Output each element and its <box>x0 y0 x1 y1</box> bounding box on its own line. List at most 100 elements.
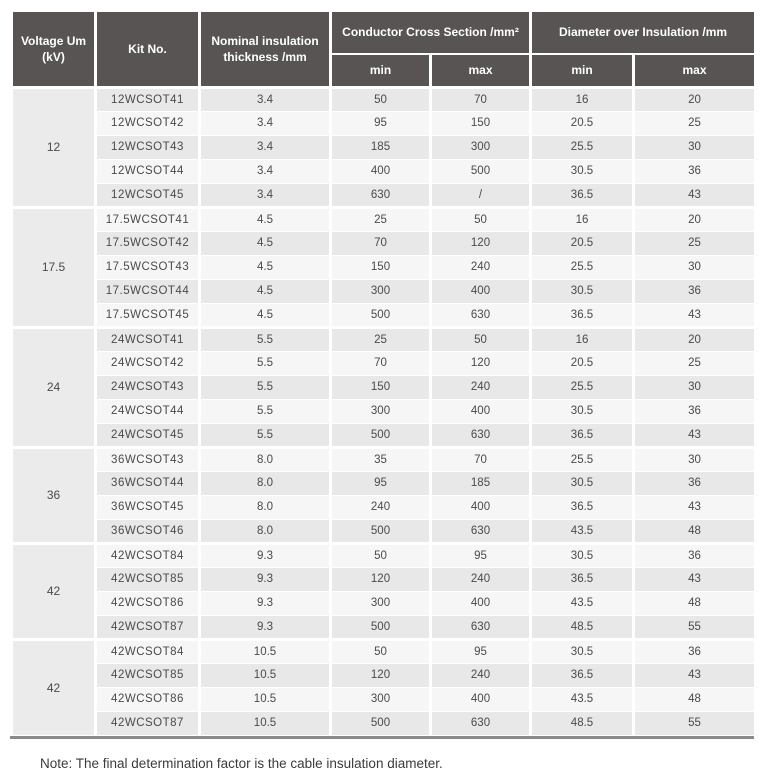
dia-max-cell: 43 <box>631 182 758 208</box>
dia-min-cell: 43.5 <box>529 590 635 616</box>
header-dia-max: max <box>631 53 758 88</box>
termination-kit-spec-table: Voltage Um (kV) Kit No. Nominal insulati… <box>10 10 758 736</box>
voltage-cell: 36 <box>10 445 97 544</box>
dia-max-cell: 43 <box>631 662 758 688</box>
table-row: 12WCSOT43 3.4 185 300 25.5 30 <box>12 134 758 160</box>
thickness-cell: 4.5 <box>198 278 332 304</box>
kit-no-cell: 17.5WCSOT43 <box>94 254 201 280</box>
ccs-min-cell: 500 <box>329 422 432 448</box>
kit-no-cell: 24WCSOT45 <box>94 422 201 448</box>
thickness-cell: 4.5 <box>198 205 332 232</box>
ccs-max-cell: 120 <box>429 350 532 376</box>
thickness-cell: 10.5 <box>198 710 332 736</box>
kit-no-cell: 24WCSOT44 <box>94 398 201 424</box>
thickness-cell: 5.5 <box>198 325 332 352</box>
table-row: 36WCSOT44 8.0 95 185 30.5 36 <box>12 470 758 496</box>
thickness-cell: 9.3 <box>198 614 332 640</box>
ccs-min-cell: 500 <box>329 710 432 736</box>
table-row: 12WCSOT42 3.4 95 150 20.5 25 <box>12 110 758 136</box>
kit-no-cell: 36WCSOT43 <box>94 445 201 472</box>
dia-min-cell: 16 <box>529 205 635 232</box>
ccs-max-cell: 95 <box>429 637 532 664</box>
thickness-cell: 9.3 <box>198 590 332 616</box>
table-row: 42WCSOT86 10.5 300 400 43.5 48 <box>12 686 758 712</box>
table-row: 17.5 17.5WCSOT41 4.5 25 50 16 20 <box>10 205 758 328</box>
table-row: 42WCSOT85 10.5 120 240 36.5 43 <box>12 662 758 688</box>
voltage-cell: 42 <box>10 541 97 640</box>
kit-no-cell: 42WCSOT85 <box>94 662 201 688</box>
table-body: 12 12WCSOT41 3.4 50 70 16 20 12WCSOT42 3.4 95 150 2… <box>10 85 758 736</box>
ccs-min-cell: 120 <box>329 566 432 592</box>
table-row: 42 42WCSOT84 9.3 50 95 30.5 36 <box>10 541 758 640</box>
table-row: 42WCSOT87 9.3 500 630 48.5 55 <box>12 614 758 640</box>
table-row: 36 36WCSOT43 8.0 35 70 25.5 30 <box>10 445 758 544</box>
dia-min-cell: 43.5 <box>529 518 635 544</box>
thickness-cell: 10.5 <box>198 637 332 664</box>
spec-table-container: Voltage Um (kV) Kit No. Nominal insulati… <box>10 10 758 739</box>
kit-no-cell: 42WCSOT84 <box>94 541 201 568</box>
table-row: 24WCSOT43 5.5 150 240 25.5 30 <box>12 374 758 400</box>
dia-max-cell: 36 <box>631 278 758 304</box>
dia-max-cell: 48 <box>631 590 758 616</box>
ccs-min-cell: 25 <box>329 325 432 352</box>
ccs-max-cell: 120 <box>429 230 532 256</box>
dia-max-cell: 43 <box>631 302 758 328</box>
kit-no-cell: 42WCSOT87 <box>94 614 201 640</box>
thickness-cell: 8.0 <box>198 470 332 496</box>
ccs-min-cell: 500 <box>329 614 432 640</box>
dia-min-cell: 36.5 <box>529 662 635 688</box>
dia-max-cell: 20 <box>631 325 758 352</box>
dia-max-cell: 55 <box>631 710 758 736</box>
dia-min-cell: 36.5 <box>529 182 635 208</box>
kit-no-cell: 12WCSOT41 <box>94 85 201 112</box>
dia-min-cell: 30.5 <box>529 470 635 496</box>
ccs-max-cell: 630 <box>429 422 532 448</box>
table-row: 42WCSOT85 9.3 120 240 36.5 43 <box>12 566 758 592</box>
ccs-max-cell: 630 <box>429 302 532 328</box>
dia-max-cell: 36 <box>631 637 758 664</box>
ccs-min-cell: 300 <box>329 398 432 424</box>
voltage-cell: 42 <box>10 637 97 736</box>
dia-max-cell: 25 <box>631 110 758 136</box>
table-row: 12 12WCSOT41 3.4 50 70 16 20 <box>10 85 758 208</box>
header-conductor-cross-section: Conductor Cross Section /mm² <box>329 10 532 55</box>
kit-no-cell: 12WCSOT45 <box>94 182 201 208</box>
header-nominal-thickness: Nominal insulation thickness /mm <box>198 10 332 88</box>
dia-min-cell: 36.5 <box>529 494 635 520</box>
ccs-min-cell: 70 <box>329 350 432 376</box>
kit-no-cell: 24WCSOT43 <box>94 374 201 400</box>
header-diameter-over-insulation: Diameter over Insulation /mm <box>528 10 758 55</box>
dia-max-cell: 30 <box>631 134 758 160</box>
ccs-min-cell: 300 <box>329 590 432 616</box>
thickness-cell: 5.5 <box>198 398 332 424</box>
ccs-max-cell: 240 <box>429 566 532 592</box>
kit-no-cell: 12WCSOT44 <box>94 158 201 184</box>
dia-min-cell: 30.5 <box>529 158 635 184</box>
dia-min-cell: 16 <box>529 325 635 352</box>
dia-max-cell: 36 <box>631 541 758 568</box>
dia-max-cell: 36 <box>631 470 758 496</box>
table-row: 36WCSOT45 8.0 240 400 36.5 43 <box>12 494 758 520</box>
thickness-cell: 9.3 <box>198 566 332 592</box>
thickness-cell: 4.5 <box>198 254 332 280</box>
ccs-min-cell: 95 <box>329 110 432 136</box>
table-row: 17.5WCSOT42 4.5 70 120 20.5 25 <box>12 230 758 256</box>
header-dia-min: min <box>529 53 635 88</box>
ccs-max-cell: 400 <box>429 686 532 712</box>
kit-no-cell: 24WCSOT41 <box>94 325 201 352</box>
ccs-max-cell: 630 <box>429 710 532 736</box>
dia-max-cell: 20 <box>631 205 758 232</box>
table-row: 42WCSOT86 9.3 300 400 43.5 48 <box>12 590 758 616</box>
kit-no-cell: 17.5WCSOT45 <box>94 302 201 328</box>
dia-min-cell: 30.5 <box>529 398 635 424</box>
dia-max-cell: 30 <box>631 254 758 280</box>
ccs-min-cell: 500 <box>329 302 432 328</box>
ccs-min-cell: 50 <box>329 541 432 568</box>
ccs-min-cell: 120 <box>329 662 432 688</box>
dia-max-cell: 30 <box>631 445 758 472</box>
ccs-min-cell: 500 <box>329 518 432 544</box>
table-row: 24WCSOT44 5.5 300 400 30.5 36 <box>12 398 758 424</box>
thickness-cell: 8.0 <box>198 494 332 520</box>
kit-no-cell: 17.5WCSOT42 <box>94 230 201 256</box>
ccs-min-cell: 70 <box>329 230 432 256</box>
